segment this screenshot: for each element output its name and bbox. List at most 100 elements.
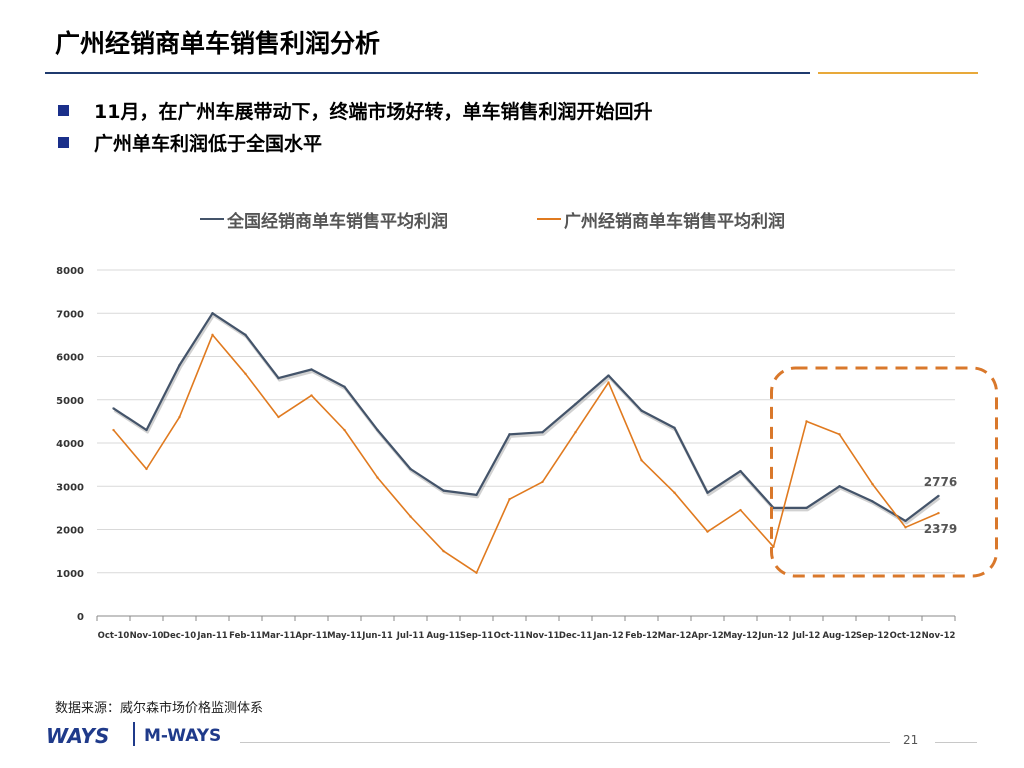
ways-logo: WAYS — [46, 724, 110, 748]
bullet-text: 11月，在广州车展带动下，终端市场好转，单车销售利润开始回升 — [94, 100, 653, 123]
x-tick-label: Jan-11 — [196, 631, 227, 641]
bullet-text: 广州单车利润低于全国水平 — [94, 132, 323, 155]
x-tick-label: Apr-11 — [295, 631, 327, 641]
x-tick-label: Jan-12 — [592, 631, 623, 641]
page-number: 21 — [903, 733, 919, 747]
x-tick-label: Mar-12 — [658, 631, 692, 641]
x-tick-label: Apr-12 — [691, 631, 723, 641]
x-tick-label: Aug-11 — [426, 631, 460, 641]
data-label: 2776 — [924, 475, 957, 489]
highlight-box — [770, 366, 998, 578]
data-point — [112, 407, 115, 410]
data-point — [145, 428, 148, 432]
data-point — [541, 430, 544, 434]
data-point — [277, 415, 280, 419]
x-tick-label: Jul-11 — [396, 631, 425, 641]
data-point — [541, 480, 544, 484]
data-point — [706, 491, 709, 494]
x-tick-label: Sep-11 — [460, 631, 493, 641]
x-tick-label: Sep-12 — [856, 631, 889, 641]
data-source-note: 数据来源：威尔森市场价格监测体系 — [55, 701, 264, 716]
data-point — [178, 415, 181, 419]
page-title: 广州经销商单车销售利润分析 — [55, 29, 381, 58]
bullet-item: 11月，在广州车展带动下，终端市场好转，单车销售利润开始回升 — [58, 94, 652, 126]
data-point — [706, 530, 709, 533]
x-tick-label: Jun-11 — [361, 631, 393, 641]
data-point — [145, 467, 148, 471]
data-point — [508, 498, 511, 501]
data-point — [409, 467, 412, 471]
data-label: 2379 — [924, 522, 957, 536]
series-line-shadow — [113, 313, 941, 525]
y-tick-label: 5000 — [56, 396, 84, 407]
bullet-list: 11月，在广州车展带动下，终端市场好转，单车销售利润开始回升 广州单车利润低于全… — [58, 94, 652, 158]
y-tick-label: 8000 — [56, 266, 84, 277]
data-point — [376, 428, 379, 432]
x-tick-label: Mar-11 — [262, 631, 296, 641]
data-point — [211, 333, 214, 337]
x-tick-label: Nov-11 — [526, 631, 560, 641]
data-point — [805, 506, 808, 510]
x-tick-label: Oct-11 — [494, 631, 526, 641]
data-point — [904, 519, 907, 523]
data-point — [673, 426, 676, 430]
bullet-square-icon — [58, 136, 69, 148]
data-point — [937, 494, 940, 498]
data-point — [607, 381, 610, 384]
data-point — [409, 515, 412, 518]
m-ways-logo: M-WAYS — [144, 726, 222, 746]
data-point — [376, 476, 379, 479]
y-tick-label: 3000 — [56, 482, 84, 493]
y-tick-label: 2000 — [56, 526, 84, 537]
data-point — [739, 508, 742, 512]
bullet-square-icon — [58, 104, 69, 116]
x-tick-label: Aug-12 — [822, 631, 856, 641]
footer-rule-end — [935, 742, 977, 743]
x-tick-label: Oct-10 — [98, 631, 130, 641]
x-tick-label: Dec-10 — [163, 631, 196, 641]
title-accent-rule — [818, 72, 978, 74]
data-point — [640, 409, 643, 412]
data-point — [871, 482, 874, 486]
data-point — [607, 374, 610, 377]
bullet-item: 广州单车利润低于全国水平 — [58, 126, 652, 158]
x-tick-label: Jun-12 — [757, 631, 789, 641]
data-point — [343, 385, 346, 388]
data-point — [442, 549, 445, 553]
legend-label: 广州经销商单车销售平均利润 — [564, 211, 785, 232]
data-point — [574, 402, 577, 406]
data-point — [640, 459, 643, 462]
x-tick-label: Nov-12 — [922, 631, 956, 641]
x-tick-label: Feb-11 — [229, 631, 262, 641]
x-tick-label: Jul-12 — [792, 631, 821, 641]
data-point — [838, 485, 841, 488]
footer-rule — [240, 742, 890, 743]
x-tick-label: Oct-12 — [890, 631, 922, 641]
data-point — [211, 312, 214, 315]
data-point — [508, 433, 511, 436]
y-tick-label: 1000 — [56, 569, 84, 580]
x-tick-label: Dec-11 — [559, 631, 592, 641]
x-tick-label: Feb-12 — [625, 631, 658, 641]
data-point — [574, 430, 577, 434]
data-point — [277, 376, 280, 380]
title-rule — [45, 72, 810, 74]
data-point — [739, 469, 742, 473]
data-point — [805, 420, 808, 423]
data-point — [178, 363, 181, 367]
data-point — [838, 433, 841, 436]
y-tick-label: 4000 — [56, 439, 84, 450]
data-point — [343, 428, 346, 432]
data-point — [871, 500, 874, 503]
y-tick-label: 6000 — [56, 353, 84, 364]
data-point — [937, 511, 940, 515]
data-point — [904, 526, 907, 529]
data-point — [475, 493, 478, 497]
y-tick-label: 0 — [77, 612, 84, 623]
data-point — [244, 333, 247, 337]
y-tick-label: 7000 — [56, 309, 84, 320]
series-line — [112, 312, 940, 523]
data-point — [310, 368, 313, 371]
x-tick-label: Nov-10 — [130, 631, 164, 641]
